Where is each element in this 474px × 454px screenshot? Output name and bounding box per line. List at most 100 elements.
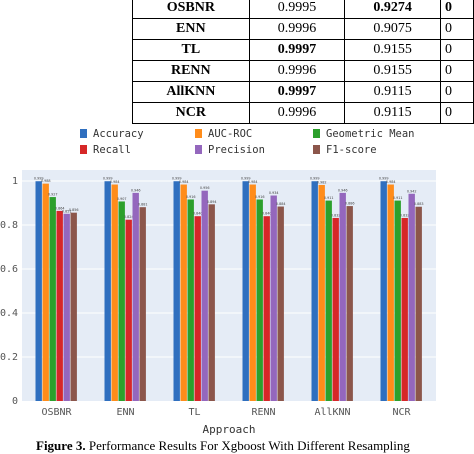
bar-value-label: 0.883 [414, 202, 424, 206]
bar [35, 181, 42, 401]
bar-value-label: 0.984 [110, 180, 120, 184]
bar-value-label: 0.907 [117, 197, 127, 201]
bar-value-label: 0.927 [48, 193, 58, 197]
y-tick-label: 0.2 [0, 352, 18, 363]
bar [380, 181, 387, 401]
cell-approach: TL [132, 39, 250, 61]
bar-value-label: 0.886 [345, 202, 355, 206]
figure-caption: Figure 3. Performance Results For Xgboos… [36, 438, 410, 454]
bar [125, 219, 132, 401]
y-tick-label: 0 [12, 396, 18, 407]
bar [408, 193, 415, 401]
table-row: NCR 0.9996 0.9115 0 [132, 102, 474, 124]
plot-background [22, 170, 436, 401]
bar [104, 181, 111, 401]
x-axis-title: Approach [203, 423, 256, 436]
bar-group: 0.9990.9880.9270.8640.8510.8560.9990.984… [34, 177, 424, 401]
bar-value-label: 0.999 [310, 177, 320, 181]
bar [194, 216, 201, 401]
bar [63, 213, 70, 401]
bar [394, 200, 401, 401]
bar-value-label: 0.984 [386, 180, 396, 184]
bar [270, 195, 277, 401]
bar [277, 206, 284, 401]
bar [187, 199, 194, 401]
legend-swatch [313, 145, 320, 154]
bar-value-label: 0.999 [241, 177, 251, 181]
bar-value-label: 0.946 [131, 188, 141, 192]
cell-approach: RENN [132, 60, 250, 82]
bar-value-label: 0.999 [103, 177, 113, 181]
bar-value-label: 0.999 [172, 177, 182, 181]
legend-entry: Geometric Mean [326, 128, 415, 140]
legend-swatch [80, 129, 87, 138]
figure-label: Figure 3. [36, 438, 86, 453]
legend-swatch [195, 145, 202, 154]
bar [111, 184, 118, 401]
x-tick-label: OSBNR [41, 407, 72, 418]
bar-value-label: 0.988 [41, 179, 51, 183]
results-table: OSBNR 0.9995 0.9274 0 ENN 0.9996 0.9075 … [132, 0, 474, 124]
table-row: AllKNN 0.9997 0.9115 0 [132, 81, 474, 103]
bar-value-label: 0.881 [138, 203, 148, 207]
x-axis: OSBNR ENN TL RENN AllKNN NCR [41, 407, 411, 418]
bar [201, 190, 208, 401]
cell-value: 0.9996 [248, 102, 346, 124]
bar [401, 217, 408, 401]
grid-lines [22, 180, 436, 358]
x-tick-label: ENN [116, 407, 134, 418]
bar-value-label: 0.999 [34, 177, 44, 181]
x-tick-label: AllKNN [314, 407, 350, 418]
bar-value-label: 0.884 [276, 202, 286, 206]
table-body: OSBNR 0.9995 0.9274 0 ENN 0.9996 0.9075 … [132, 0, 474, 124]
bar-value-label: 0.946 [338, 188, 348, 192]
bar-value-label: 0.916 [255, 195, 265, 199]
y-tick-label: 0.6 [0, 264, 18, 275]
cell-approach: NCR [132, 102, 250, 124]
bar-value-label: 0.840 [193, 212, 203, 216]
bar [387, 184, 394, 401]
bar [339, 192, 346, 401]
bar-value-label: 0.984 [248, 180, 258, 184]
bar [346, 206, 353, 401]
x-tick-label: NCR [392, 407, 411, 418]
y-tick-label: 0.8 [0, 220, 18, 231]
bar-value-label: 0.934 [269, 191, 279, 195]
legend-entry: Accuracy [93, 128, 144, 140]
bar [249, 184, 256, 401]
bar [56, 210, 63, 401]
cell-value: 0.9115 [344, 102, 441, 124]
x-tick-label: RENN [251, 407, 275, 418]
bar-value-label: 0.851 [62, 209, 72, 213]
bar-value-label: 0.984 [179, 180, 189, 184]
chart-legend: Accuracy AUC-ROC Geometric Mean Recall Preci… [80, 128, 415, 156]
bar [318, 184, 325, 401]
bar [70, 212, 77, 401]
bar [242, 181, 249, 401]
legend-entry: AUC-ROC [208, 128, 252, 140]
bar [415, 206, 422, 401]
legend-entry: F1-score [326, 144, 377, 156]
bar-value-label: 0.911 [324, 196, 334, 200]
cell-value: 0.9997 [248, 81, 346, 103]
bar-value-label: 0.832 [400, 213, 410, 217]
bar-value-label: 0.916 [186, 195, 196, 199]
legend-swatch [80, 145, 87, 154]
y-tick-label: 1 [12, 176, 18, 187]
bar-value-label: 0.894 [207, 200, 217, 204]
cell-value: 0 [439, 102, 474, 124]
bar [325, 200, 332, 401]
bar-value-label: 0.832 [331, 213, 341, 217]
y-tick-label: 0.4 [0, 308, 18, 319]
bar [332, 217, 339, 401]
bar-value-label: 0.942 [407, 189, 417, 193]
bar [132, 192, 139, 401]
bar [173, 181, 180, 401]
bar [42, 183, 49, 401]
cell-value: 0.9155 [344, 60, 441, 82]
legend-entry: Precision [208, 144, 265, 156]
cell-value: 0.9274 [344, 0, 441, 19]
bar-value-label: 0.840 [262, 212, 272, 216]
legend-swatch [313, 129, 320, 138]
